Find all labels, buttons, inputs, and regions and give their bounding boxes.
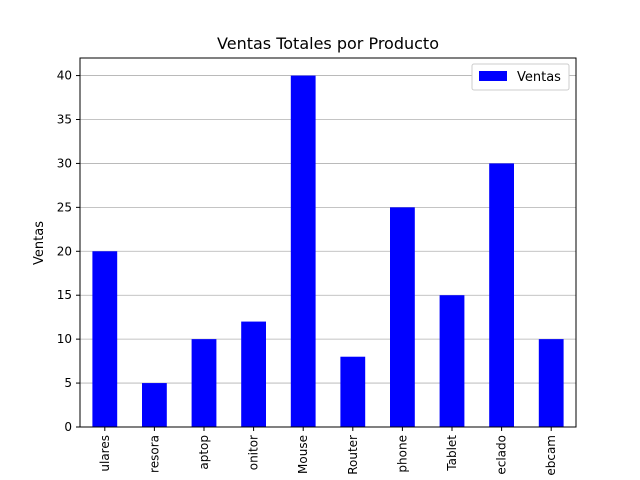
y-tick-label: 20 (57, 244, 72, 258)
x-tick-label: ulares (98, 435, 112, 472)
y-tick-label: 30 (57, 156, 72, 170)
y-tick-label: 25 (57, 200, 72, 214)
bars (92, 75, 564, 428)
bar-eclado (489, 163, 514, 427)
x-tick-label: ebcam (544, 435, 558, 476)
bar-router (340, 356, 366, 427)
y-tick-label: 15 (57, 288, 72, 302)
legend-label-ventas: Ventas (517, 70, 561, 85)
bar-mouse (290, 75, 316, 428)
legend-box (471, 63, 570, 91)
x-tick-label: resora (147, 435, 161, 473)
bar-ulares (92, 251, 118, 427)
gridlines (80, 75, 576, 384)
x-tick-label: phone (395, 435, 409, 473)
y-tick-label: 5 (64, 376, 72, 390)
y-tick-label: 40 (57, 69, 72, 83)
x-tick-label: eclado (495, 435, 509, 475)
y-tick-label: 35 (57, 113, 72, 127)
bar-aptop (191, 339, 217, 427)
y-axis: 0 5 10 15 20 25 30 35 40 (57, 69, 80, 434)
y-tick-label: 10 (57, 332, 72, 346)
y-axis-label: Ventas (32, 221, 47, 265)
y-tick-label: 0 (64, 420, 72, 434)
bar-resora (142, 383, 167, 427)
x-tick-label: Router (346, 435, 360, 475)
bar-onitor (241, 321, 266, 427)
bar-tablet (439, 295, 465, 427)
bar-ebcam (538, 339, 564, 427)
bar-phone (390, 207, 415, 427)
x-tick-label: Mouse (296, 435, 310, 474)
legend-swatch (479, 71, 507, 81)
x-tick-label: aptop (197, 435, 211, 470)
x-tick-label: Tablet (445, 435, 459, 472)
x-axis: ulares resora aptop onitor Mouse Router phone T… (98, 427, 558, 476)
legend: Ventas (471, 63, 570, 91)
plot-frame (79, 57, 577, 428)
x-tick-label: onitor (247, 435, 261, 470)
chart-title: Ventas Totales por Producto (217, 34, 439, 53)
